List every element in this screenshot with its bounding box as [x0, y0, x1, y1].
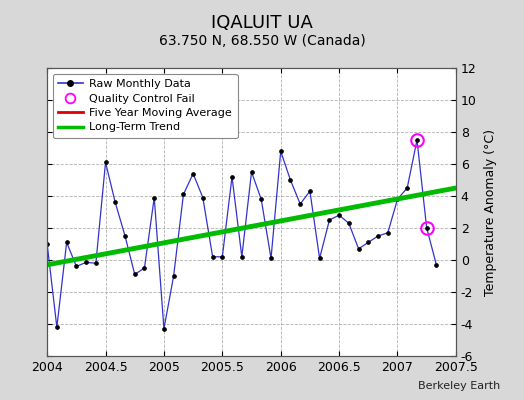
- Text: 63.750 N, 68.550 W (Canada): 63.750 N, 68.550 W (Canada): [159, 34, 365, 48]
- Y-axis label: Temperature Anomaly (°C): Temperature Anomaly (°C): [484, 128, 497, 296]
- Legend: Raw Monthly Data, Quality Control Fail, Five Year Moving Average, Long-Term Tren: Raw Monthly Data, Quality Control Fail, …: [53, 74, 238, 138]
- Text: Berkeley Earth: Berkeley Earth: [418, 381, 500, 391]
- Text: IQALUIT UA: IQALUIT UA: [211, 14, 313, 32]
